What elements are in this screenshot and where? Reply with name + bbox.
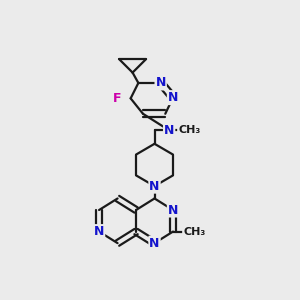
Text: N: N	[168, 203, 178, 217]
Text: N: N	[155, 76, 166, 89]
Text: N: N	[168, 91, 178, 104]
Text: N: N	[164, 124, 174, 137]
Text: CH₃: CH₃	[178, 125, 200, 135]
Text: N: N	[94, 225, 104, 238]
Text: N: N	[149, 180, 160, 193]
Text: F: F	[113, 92, 122, 105]
Text: N: N	[149, 237, 160, 250]
Text: CH₃: CH₃	[183, 226, 205, 237]
